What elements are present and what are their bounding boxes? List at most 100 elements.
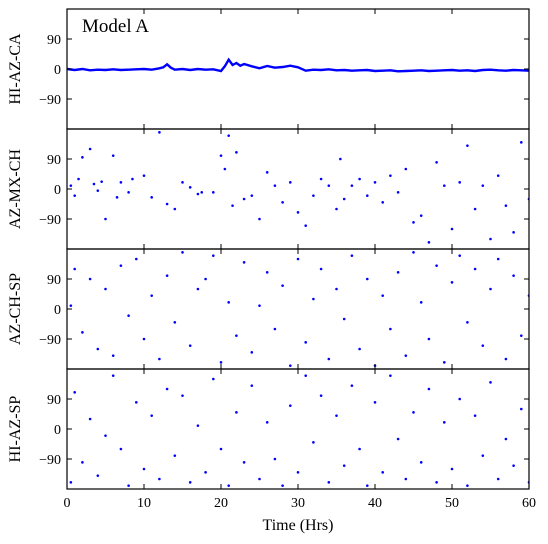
series-point [304, 69, 307, 72]
scatter-point [342, 464, 346, 467]
scatter-point [196, 287, 200, 291]
y-tick-label: 90 [47, 393, 61, 408]
scatter-point [435, 481, 438, 484]
scatter-point [335, 207, 338, 211]
scatter-point [450, 227, 454, 231]
scatter-point [111, 154, 115, 157]
scatter-point [389, 174, 392, 177]
series-point [412, 69, 415, 72]
x-tick-label: 40 [368, 496, 382, 511]
series-point [274, 66, 276, 69]
scatter-point [181, 394, 184, 397]
scatter-point [281, 284, 284, 287]
scatter-point [319, 267, 323, 271]
series-point [381, 69, 384, 72]
scatter-point [339, 157, 342, 161]
series-point [235, 62, 238, 64]
scatter-point [73, 267, 76, 271]
scatter-point [204, 471, 207, 474]
series-point [143, 68, 145, 70]
x-axis-title: Time (Hrs) [263, 517, 334, 534]
scatter-point [304, 374, 308, 377]
scatter-point [204, 277, 207, 281]
scatter-point [512, 464, 515, 467]
scatter-point [127, 191, 130, 194]
series-point [358, 69, 361, 72]
scatter-point [196, 424, 200, 427]
x-tick-label: 0 [64, 496, 71, 511]
scatter-point [319, 177, 323, 181]
series-point [189, 69, 192, 71]
scatter-point [412, 221, 415, 224]
scatter-point [458, 254, 462, 257]
x-tick-label: 60 [522, 496, 536, 511]
scatter-point [512, 274, 515, 277]
series-point [520, 69, 523, 72]
scatter-point [366, 484, 369, 487]
scatter-point [381, 201, 385, 204]
scatter-point [435, 161, 438, 164]
scatter-point [158, 477, 161, 481]
scatter-point [473, 414, 477, 417]
scatter-point [404, 167, 408, 171]
scatter-point [127, 484, 130, 487]
scatter-point [520, 334, 523, 337]
series-point [158, 67, 161, 70]
series-line [67, 57, 529, 73]
series-point [281, 66, 284, 68]
series-point [231, 64, 234, 66]
series-point [366, 69, 369, 71]
scatter-point [69, 481, 73, 484]
scatter-point [312, 297, 315, 301]
scatter-point [69, 184, 73, 187]
scatter-point [412, 411, 415, 414]
series-point [327, 68, 330, 71]
scatter-point [389, 327, 392, 331]
scatter-point [165, 274, 169, 277]
scatter-point [419, 461, 423, 464]
scatter-point [188, 186, 192, 189]
scatter-point [435, 264, 438, 267]
series-point [404, 70, 407, 72]
x-tick-label: 10 [137, 496, 151, 511]
series-point [320, 69, 322, 71]
scatter-point [250, 194, 254, 197]
scatter-point [289, 181, 292, 184]
scatter-point [104, 434, 107, 437]
scatter-point [104, 217, 107, 221]
panel-data [67, 57, 529, 73]
scatter-point [296, 257, 300, 261]
scatter-point [219, 154, 223, 157]
scatter-point [242, 461, 246, 464]
scatter-point [473, 207, 477, 211]
scatter-point [373, 181, 377, 184]
scatter-point [273, 457, 277, 461]
scatter-point [427, 387, 431, 391]
series-point [474, 70, 476, 72]
scatter-point [227, 134, 230, 137]
scatter-point [150, 294, 153, 297]
series-point [166, 63, 169, 66]
y-axis-title: AZ-MX-CH [7, 149, 24, 229]
y-tick-label: 90 [47, 273, 61, 288]
series-point [239, 64, 242, 67]
panel-hi-az-sp: 90 0 −90 0 10 20 30 40 50 60 HI-AZ-SP [7, 368, 536, 511]
scatter-point [327, 357, 331, 361]
scatter-point [173, 454, 177, 457]
scatter-point [242, 261, 246, 264]
scatter-point [419, 301, 423, 304]
scatter-point [212, 191, 215, 194]
scatter-point [150, 196, 153, 199]
scatter-point [427, 337, 431, 341]
series-point [458, 69, 461, 72]
series-point [135, 68, 138, 71]
scatter-point [335, 414, 338, 417]
series-point [343, 69, 346, 71]
scatter-point [450, 281, 454, 284]
scatter-point [219, 361, 223, 364]
y-tick-label: 90 [47, 33, 61, 48]
scatter-point [96, 347, 100, 351]
series-point [197, 68, 199, 70]
